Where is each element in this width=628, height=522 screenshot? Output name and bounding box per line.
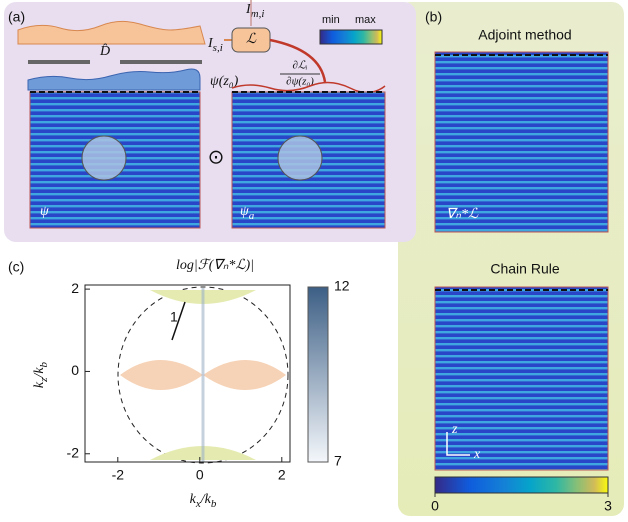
colorbar-tick-label: 0 <box>431 498 439 514</box>
axis-z: z <box>451 422 458 437</box>
gradient-map <box>435 52 608 232</box>
title: log|ℱ(∇ₙ*ℒ)| <box>176 258 254 273</box>
panel-label: (b) <box>425 9 442 25</box>
x-tick-label: -2 <box>112 467 125 483</box>
product: ⊙ <box>208 146 225 168</box>
x-tick-label: 0 <box>196 467 204 483</box>
colorbar-min: min <box>322 14 340 26</box>
y-tick-label: -2 <box>67 444 80 460</box>
y-label: kz/kb <box>32 361 49 388</box>
gradient-map <box>435 287 608 470</box>
panel-label: (a) <box>8 9 25 25</box>
colorbar <box>320 30 382 44</box>
colorbar <box>435 477 608 493</box>
map-label: ∇ₙ*ℒ <box>446 207 479 222</box>
title: Adjoint method <box>478 27 571 43</box>
panel-a: (a) Is,i ℒ Im,i min max D̂ ψ(z₀) ∂ℒᵢ ∂ψ(… <box>8 0 385 228</box>
loss-symbol: ℒ <box>246 32 257 47</box>
colorbar-tick-label: 12 <box>334 278 350 294</box>
operator: D̂ <box>99 43 110 59</box>
region <box>120 360 203 390</box>
x-label: kx/kb <box>190 492 217 509</box>
y-tick-label: 2 <box>71 280 79 296</box>
title: Chain Rule <box>490 261 559 277</box>
figure: (a) Is,i ℒ Im,i min max D̂ ψ(z₀) ∂ℒᵢ ∂ψ(… <box>0 0 628 522</box>
y-tick-label: 0 <box>71 362 79 378</box>
scatterer <box>278 136 322 180</box>
aperture <box>120 60 202 64</box>
scatterer <box>82 136 126 180</box>
region <box>203 360 286 390</box>
colorbar-tick-label: 3 <box>604 498 612 514</box>
colorbar <box>308 287 328 462</box>
gradient-num: ∂ℒᵢ <box>292 60 307 72</box>
colorbar-max: max <box>355 14 376 26</box>
panel-label: (c) <box>8 259 24 275</box>
map-label: ψ <box>40 204 49 219</box>
x-tick-label: 2 <box>278 467 286 483</box>
colorbar-tick-label: 7 <box>334 453 342 469</box>
axis-x: x <box>473 447 481 462</box>
annotation: 1 <box>170 309 178 325</box>
aperture <box>28 60 90 64</box>
